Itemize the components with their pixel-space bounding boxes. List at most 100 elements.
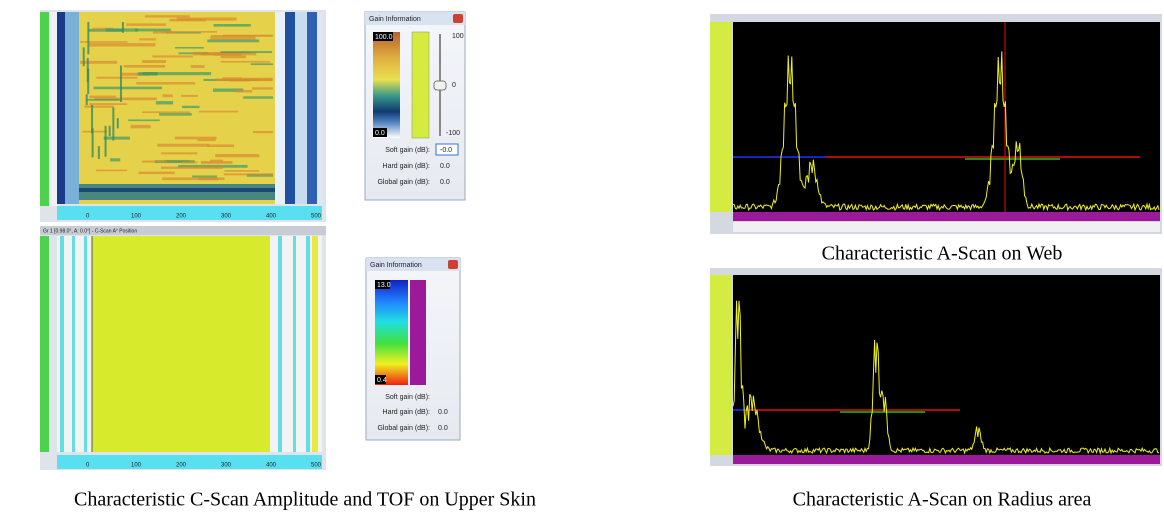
scan-streak (110, 158, 121, 162)
row-value: 0.0 (440, 163, 450, 170)
row-label: Global gain (dB): (377, 425, 430, 432)
scan-streak (97, 146, 100, 159)
scan-streak (200, 160, 233, 164)
row-value: -0.0 (440, 147, 452, 154)
scan-streak (215, 153, 260, 158)
scan-streak (80, 41, 128, 43)
scan-streak (182, 161, 198, 164)
scan-streak (198, 110, 239, 113)
scan-streak (162, 177, 225, 181)
scan-streak (178, 164, 248, 168)
slider-tick: 100 (452, 33, 464, 40)
scan-band (79, 188, 275, 192)
row-label: Soft gain (dB): (385, 394, 430, 401)
scan-streak (161, 31, 218, 33)
scan-streak (126, 23, 167, 26)
caption: Characteristic A-Scan on Web (822, 243, 1063, 265)
ascan-radius (710, 268, 1162, 466)
gain-panel-amplitude: Gain Information 100.0 0.0 100 0 -100 So… (364, 11, 466, 201)
scan-streak (207, 39, 260, 43)
scan-streak (119, 65, 122, 103)
scan-band (275, 12, 285, 204)
x-tick-label: 300 (221, 214, 232, 220)
scan-streak (243, 96, 273, 99)
scan-streak (190, 65, 205, 68)
x-tick-label: 200 (176, 463, 187, 469)
scan-streak (166, 31, 201, 34)
scan-band (317, 12, 322, 204)
close-button[interactable] (448, 260, 458, 269)
scan-streak (82, 130, 108, 133)
scan-streak (142, 60, 167, 64)
scan-streak (87, 68, 90, 94)
x-tick-label: 200 (176, 214, 187, 220)
x-tick-label: 100 (131, 463, 142, 469)
x-tick-label: 400 (266, 463, 277, 469)
scan-streak (121, 72, 150, 76)
row-label: Hard gain (dB): (383, 409, 431, 416)
gain-panel-tof: Gain Information 13.0 0.4 Soft gain (dB)… (365, 257, 461, 441)
scan-streak (144, 15, 190, 18)
cscan-amplitude: 0 100 200 300 400 500 (40, 10, 326, 222)
panel-title: Gain Information (369, 16, 421, 23)
close-button[interactable] (453, 14, 463, 23)
scan-streak (142, 111, 190, 114)
row-label: Global gain (dB): (377, 179, 430, 186)
scan-band (295, 12, 307, 204)
scan-streak (210, 36, 256, 40)
row-value: 0.0 (438, 409, 448, 416)
scan-streak (85, 94, 88, 106)
scan-streak (94, 97, 157, 101)
scan-streak (174, 47, 204, 49)
soft-gain-input[interactable] (435, 143, 459, 156)
scan-streak (92, 27, 114, 30)
row-value: 0.0 (440, 179, 450, 186)
scan-streak (134, 28, 171, 32)
scan-streak (112, 107, 115, 141)
scan-streak (123, 64, 166, 68)
scan-streak (91, 104, 94, 134)
scan-streak (116, 118, 119, 129)
scan-band (307, 12, 317, 204)
scan-streak (207, 144, 234, 148)
scan-streak (84, 105, 114, 108)
scan-streak (160, 166, 223, 169)
x-tick-label: 0 (86, 214, 90, 220)
scan-streak (139, 38, 156, 41)
scan-streak (223, 173, 273, 176)
scan-streak (108, 125, 111, 137)
scan-streak (157, 143, 210, 147)
scan-streak (220, 51, 272, 54)
scan-streak (209, 159, 224, 162)
x-tick-label: 500 (311, 214, 322, 220)
cscan-tof: Gr 1 [0.98.0°, A: 0.0°] - C-Scan A° Posi… (40, 226, 326, 470)
scan-streak (103, 136, 130, 140)
scan-streak (96, 169, 128, 172)
scan-streak (235, 89, 253, 93)
scan-streak (91, 128, 94, 158)
scan-stripe (72, 236, 75, 452)
scan-streak (197, 139, 216, 142)
scan-streak (211, 34, 273, 37)
scan-streak (198, 177, 218, 181)
scan-stripe (306, 236, 310, 452)
scan-streak (162, 94, 173, 98)
scan-streak (89, 103, 128, 105)
scan-streak (87, 21, 90, 55)
scan-streak (174, 136, 217, 140)
scan-streak (82, 47, 85, 67)
scan-streak (253, 130, 273, 134)
slider-tick: -100 (446, 130, 460, 137)
scan-band (65, 12, 79, 204)
x-tick-label: 400 (266, 214, 277, 220)
scan-stripe (278, 236, 282, 452)
scan-band (285, 12, 295, 204)
scale-max: 13.0 (377, 282, 391, 289)
scale-min: 0.4 (377, 377, 387, 384)
scan-streak (212, 88, 244, 92)
scan-streak (80, 60, 118, 64)
scan-streak (161, 152, 198, 155)
scan-streak (250, 63, 273, 66)
slider-thumb[interactable] (433, 80, 447, 91)
scan-streak (159, 113, 192, 116)
